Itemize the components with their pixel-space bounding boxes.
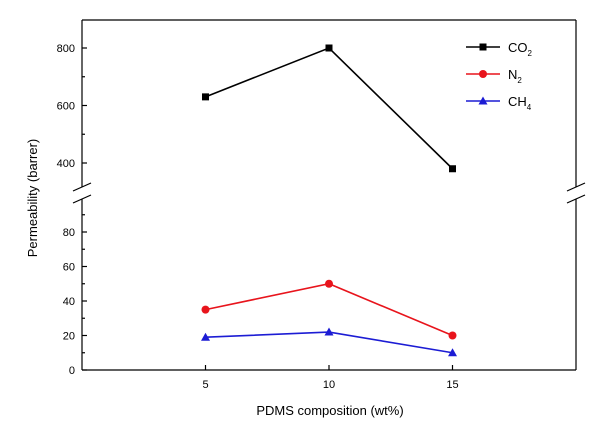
series-line-co2 bbox=[206, 48, 453, 169]
legend-marker-n2 bbox=[479, 70, 487, 78]
legend-label-n2: N2 bbox=[508, 67, 522, 85]
x-axis-title: PDMS composition (wt%) bbox=[256, 403, 403, 418]
y-tick-label: 600 bbox=[57, 101, 75, 113]
axis-ticks: 0 20 40 60 80 400 600 800 5 10 15 bbox=[57, 43, 459, 391]
series-co2 bbox=[202, 45, 456, 173]
x-tick-label: 15 bbox=[446, 379, 458, 391]
legend-marker-co2 bbox=[480, 44, 487, 51]
y-tick-label: 40 bbox=[63, 296, 75, 308]
data-point-n2 bbox=[202, 306, 210, 314]
legend-item-co2: CO2 bbox=[466, 40, 533, 58]
x-tick-label: 10 bbox=[323, 379, 335, 391]
y-axis-title: Permeability (barrer) bbox=[25, 139, 40, 257]
legend-item-ch4: CH4 bbox=[466, 94, 532, 112]
y-tick-label: 20 bbox=[63, 331, 75, 343]
y-tick-label: 800 bbox=[57, 43, 75, 55]
legend-label-co2: CO2 bbox=[508, 40, 533, 58]
legend-label-ch4: CH4 bbox=[508, 94, 532, 112]
x-tick-label: 5 bbox=[202, 379, 208, 391]
data-point-n2 bbox=[449, 332, 457, 340]
y-tick-label: 400 bbox=[57, 158, 75, 170]
data-point-co2 bbox=[202, 93, 209, 100]
data-point-co2 bbox=[326, 45, 333, 52]
data-point-co2 bbox=[449, 165, 456, 172]
data-point-n2 bbox=[325, 280, 333, 288]
y-tick-label: 80 bbox=[63, 227, 75, 239]
y-tick-label: 60 bbox=[63, 262, 75, 274]
series-group bbox=[201, 45, 457, 357]
legend: CO2 N2 CH4 bbox=[466, 40, 533, 112]
series-ch4 bbox=[201, 328, 457, 357]
legend-item-n2: N2 bbox=[466, 67, 522, 85]
y-tick-label: 0 bbox=[69, 365, 75, 377]
